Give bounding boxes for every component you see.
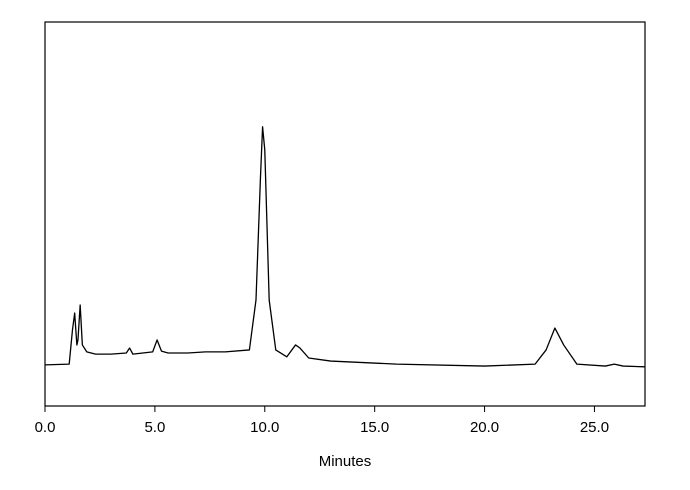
x-tick-label: 20.0 — [470, 419, 499, 436]
x-tick-label: 15.0 — [360, 419, 389, 436]
x-tick-label: 25.0 — [580, 419, 609, 436]
line-trace — [44, 126, 646, 368]
x-tick-label: 5.0 — [144, 419, 165, 436]
plot-frame — [44, 21, 646, 407]
x-axis-label: Minutes — [319, 453, 372, 470]
x-tick-label: 10.0 — [250, 419, 279, 436]
x-tick-label: 0.0 — [35, 419, 56, 436]
